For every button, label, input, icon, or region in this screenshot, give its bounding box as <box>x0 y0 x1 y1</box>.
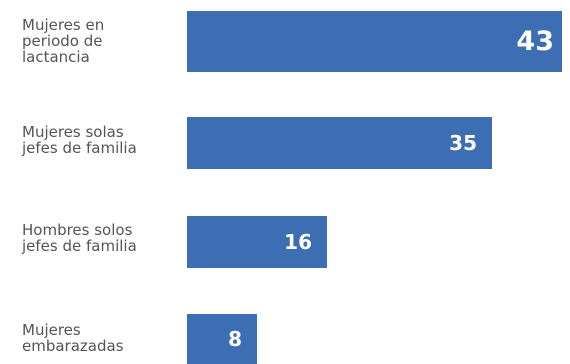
bar-value-label: 43 <box>516 26 554 57</box>
bar <box>187 117 492 169</box>
category-label: Mujeres en periodo de lactancia <box>22 16 105 66</box>
bar-value-label: 8 <box>228 327 242 351</box>
bar-value-label: 16 <box>284 230 312 254</box>
category-label: Hombres solos jefes de familia <box>22 221 137 255</box>
bar <box>187 314 257 364</box>
bar-value-label: 35 <box>449 131 477 155</box>
bar <box>187 216 327 268</box>
category-label: Mujeres solas jefes de familia <box>22 123 137 157</box>
bar <box>187 11 562 72</box>
category-label: Mujeres embarazadas <box>22 321 124 355</box>
